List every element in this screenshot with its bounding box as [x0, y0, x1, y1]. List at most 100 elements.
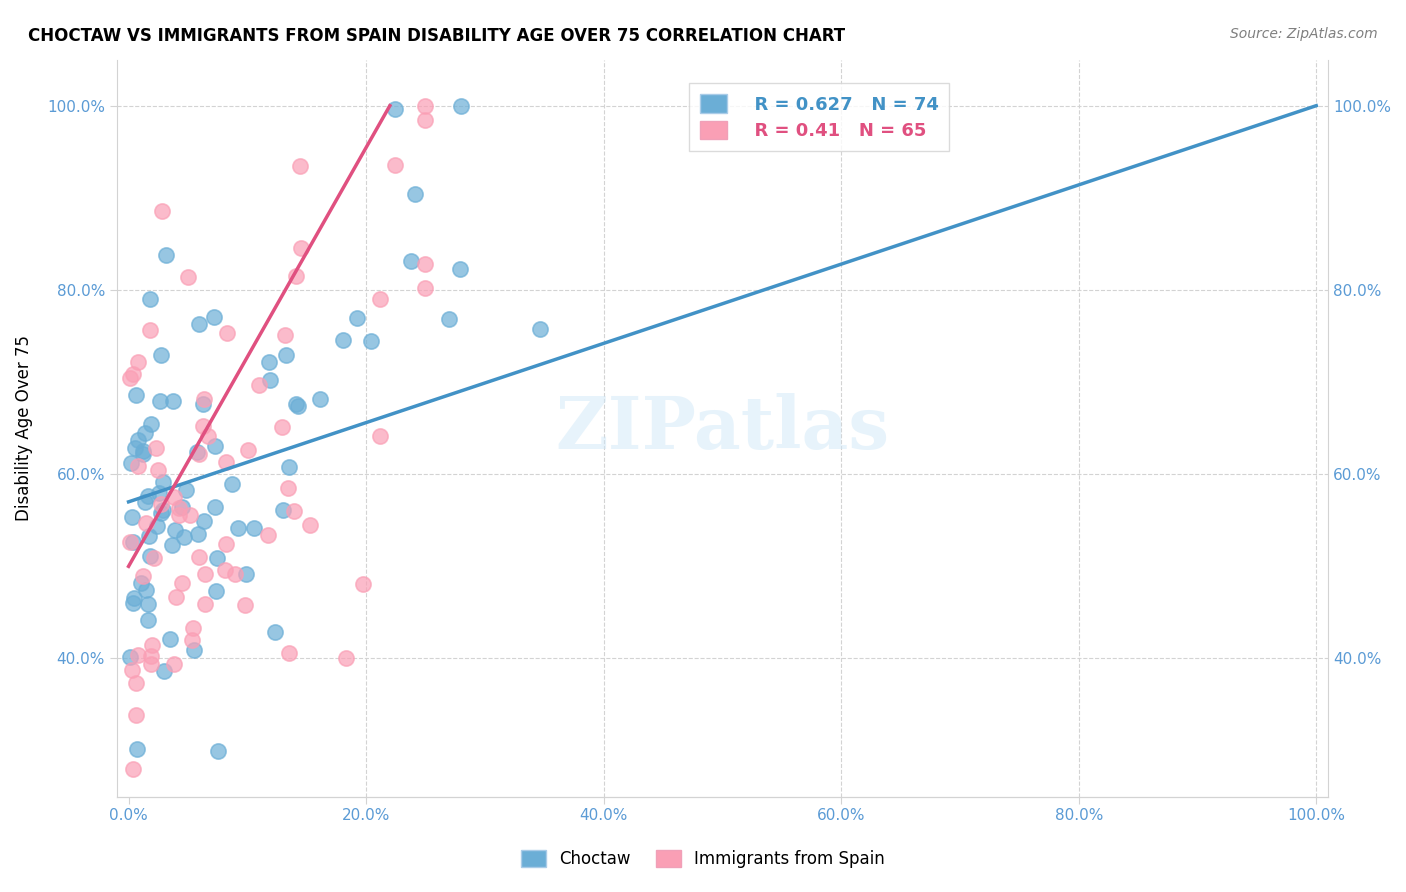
Point [162, 394, 184, 409]
Point [257, 528, 280, 542]
Point [176, 483, 198, 497]
Legend:   R = 0.627   N = 74,   R = 0.41   N = 65: R = 0.627 N = 74, R = 0.41 N = 65 [689, 83, 949, 151]
Point [125, 675, 148, 690]
Point [127, 459, 149, 474]
Point [122, 534, 145, 549]
Point [404, 186, 426, 201]
Point [125, 707, 148, 722]
Point [193, 392, 215, 407]
Point [129, 575, 152, 590]
Point [152, 503, 174, 517]
Point [271, 503, 294, 517]
Point [287, 399, 309, 413]
Point [134, 426, 156, 441]
Point [183, 621, 205, 635]
Point [127, 742, 149, 756]
Point [121, 510, 143, 524]
Point [352, 576, 374, 591]
Point [257, 355, 280, 369]
Point [138, 529, 160, 543]
Point [368, 429, 391, 443]
Point [384, 158, 406, 172]
Point [214, 563, 236, 577]
Point [162, 657, 184, 672]
Point [155, 248, 177, 262]
Point [278, 646, 301, 660]
Point [415, 98, 437, 112]
Point [187, 526, 209, 541]
Point [284, 269, 307, 284]
Point [346, 310, 368, 325]
Point [146, 463, 169, 477]
Point [247, 377, 270, 392]
Point [118, 535, 141, 549]
Point [290, 241, 312, 255]
Point [188, 317, 211, 331]
Point [215, 326, 238, 340]
Point [529, 322, 551, 336]
Point [274, 348, 297, 362]
Point [167, 508, 190, 523]
Point [138, 549, 160, 564]
Point [288, 159, 311, 173]
Point [188, 550, 211, 565]
Point [141, 638, 163, 652]
Point [122, 591, 145, 605]
Point [415, 257, 437, 271]
Point [274, 327, 297, 342]
Point [120, 456, 142, 470]
Point [152, 475, 174, 490]
Point [188, 447, 211, 461]
Point [162, 490, 184, 504]
Point [449, 261, 471, 276]
Point [134, 495, 156, 509]
Point [146, 518, 169, 533]
Point [127, 433, 149, 447]
Point [160, 538, 183, 552]
Point [183, 642, 205, 657]
Point [136, 613, 159, 627]
Point [138, 292, 160, 306]
Point [233, 598, 256, 612]
Point [127, 355, 149, 369]
Point [263, 625, 285, 640]
Point [360, 334, 382, 348]
Point [235, 566, 257, 581]
Point [179, 508, 201, 522]
Point [437, 311, 460, 326]
Point [136, 597, 159, 611]
Point [193, 514, 215, 528]
Point [221, 476, 243, 491]
Point [127, 648, 149, 663]
Point [197, 429, 219, 443]
Point [215, 455, 238, 469]
Point [141, 417, 163, 432]
Point [215, 537, 238, 551]
Point [150, 506, 173, 520]
Point [150, 497, 173, 511]
Point [270, 420, 292, 434]
Point [415, 113, 437, 128]
Point [165, 523, 187, 537]
Point [368, 292, 391, 306]
Point [145, 441, 167, 455]
Point [332, 333, 354, 347]
Point [124, 442, 146, 456]
Point [186, 444, 208, 458]
Point [415, 280, 437, 294]
Point [226, 521, 249, 535]
Point [125, 388, 148, 402]
Point [150, 203, 173, 218]
Point [139, 323, 162, 337]
Point [136, 489, 159, 503]
Point [194, 598, 217, 612]
Point [207, 551, 229, 566]
Point [172, 500, 194, 515]
Point [177, 269, 200, 284]
Point [308, 392, 330, 406]
Point [242, 521, 264, 535]
Point [143, 550, 166, 565]
Point [148, 485, 170, 500]
Point [191, 418, 214, 433]
Point [135, 516, 157, 530]
